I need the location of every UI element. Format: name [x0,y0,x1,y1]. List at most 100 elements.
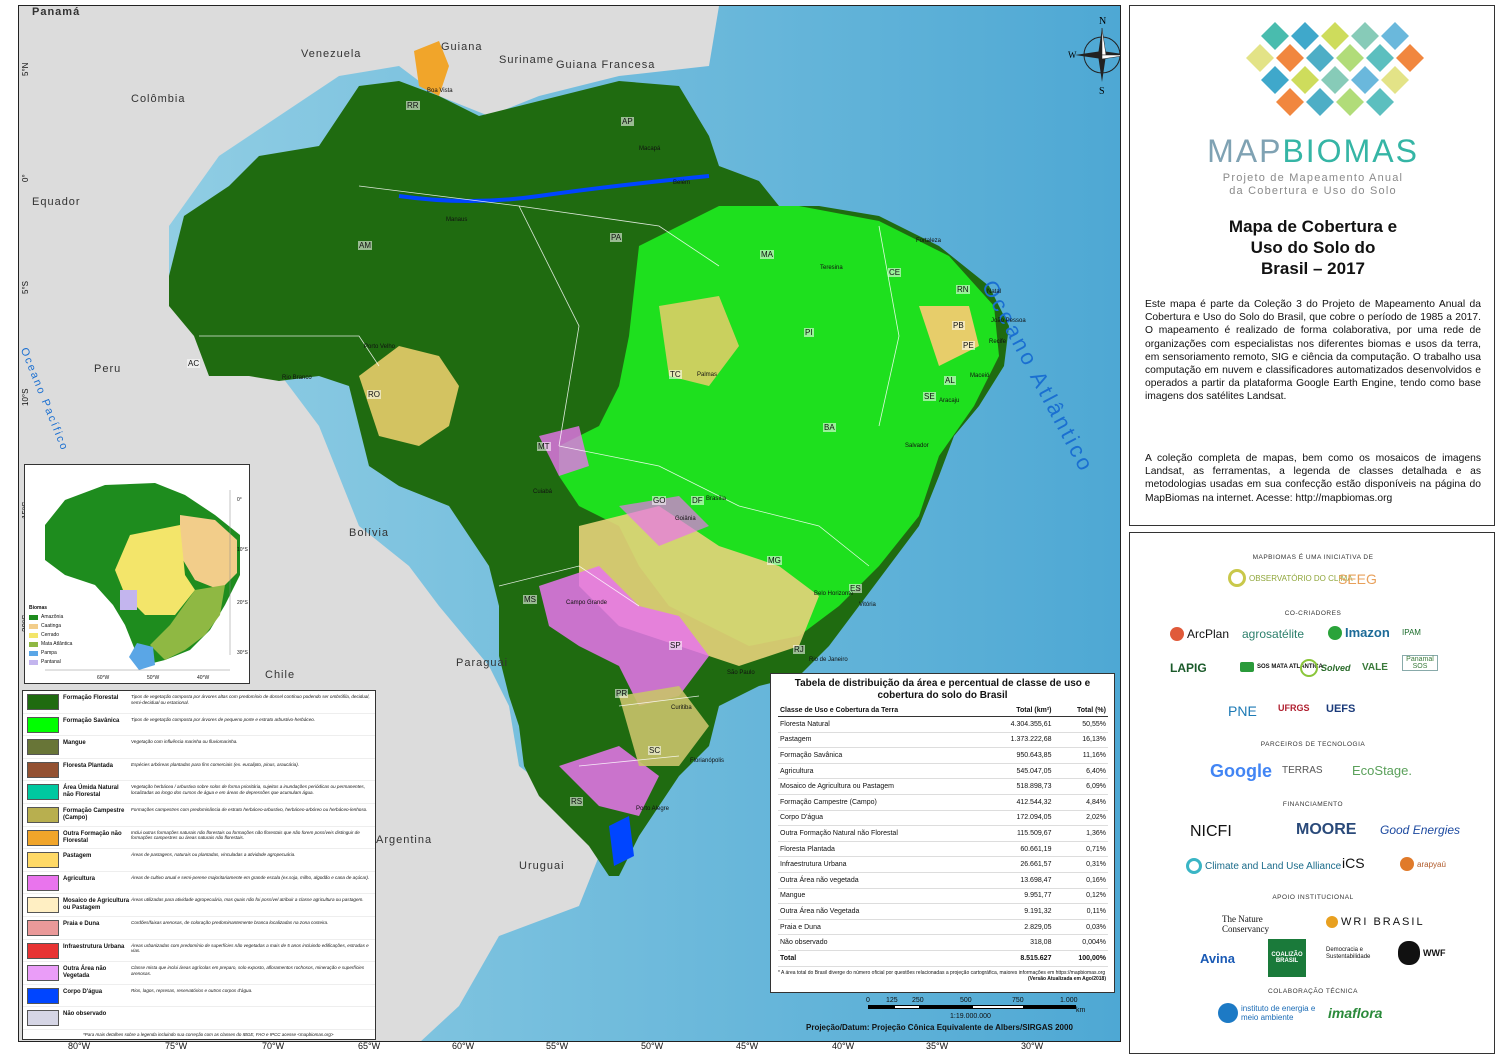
ipam-logo[interactable]: IPAM [1402,628,1421,637]
logo-diamond [1366,88,1394,116]
tnc-logo[interactable]: The Nature Conservancy [1222,914,1269,934]
state-label: AP [621,117,634,126]
inset-lon-label: 50°W [147,675,160,681]
coalizao-logo[interactable]: COALIZÃO BRASIL [1268,939,1306,977]
table-cell: Floresta Plantada [778,841,980,858]
col-header: Classe de Uso e Cobertura da Terra [778,705,980,717]
seeg-logo[interactable]: SEEG [1338,571,1377,587]
legend-class-description: Formações campestres com predominância d… [131,806,368,812]
compass-w: W [1068,50,1077,60]
state-label: AC [187,359,201,368]
legend-class-description: Classe mista que inclui áreas agrícolas … [131,965,365,976]
ecostage-logo[interactable]: EcoStage. [1352,763,1412,778]
vale-logo[interactable]: VALE [1362,662,1388,673]
section-title: COLABORAÇÃO TÉCNICA [1268,988,1358,995]
ics-logo[interactable]: iCS [1342,855,1365,871]
clua-logo[interactable]: Climate and Land Use Alliance [1186,858,1341,874]
table-cell: Outra Formação Natural não Florestal [778,825,980,842]
table-row: Outra Área não Vegetada 9.191,32 0,11% [778,903,1108,920]
observatorio-logo[interactable]: OBSERVATÓRIO DO CLIMA [1228,569,1353,587]
imaflora-logo[interactable]: imaflora [1328,1005,1383,1021]
table-cell: Outra Área não Vegetada [778,903,980,920]
solved-logo[interactable]: Solved [1300,659,1351,677]
wri-brasil-logo[interactable]: WRI BRASIL [1326,916,1425,928]
brand-name: MAPBIOMAS [1207,133,1419,169]
city-label: Brasília [706,496,727,502]
biomes-legend: Biomas Amazônia Caatinga Cerrado Mata At… [29,605,72,668]
iema-logo[interactable]: instituto de energia e meio ambiente [1218,1003,1328,1023]
country-label: Colômbia [131,93,186,105]
ids-logo[interactable]: Democracia e Sustentabilidade [1326,947,1371,960]
logo-diamond [1321,66,1349,94]
table-cell: 50,55% [1053,716,1108,733]
google-logo[interactable]: Google [1210,761,1272,781]
legend-item: Outra Formação não Florestal Inclui outra… [23,827,375,850]
uefs-logo[interactable]: UEFS [1326,703,1356,715]
scale-bar: 0 125 250 500 750 1.000 km 1:19.000.000 [862,997,1085,1023]
logo-diamond [1276,88,1304,116]
state-label: RN [956,285,970,294]
legend-item: Pastagem Áreas de pastagens, naturais ou … [23,849,375,872]
agriculture-area [539,566,709,706]
table-cell: 172.094,05 [979,810,1054,827]
legend-swatch [27,897,59,914]
good-energies-logo[interactable]: Good Energies [1380,823,1461,837]
logo-diamond [1291,22,1319,50]
city-label: Vitória [859,602,876,608]
legend-class-description: Cordões/faixas arenosas, de coloração pr… [131,919,329,925]
map-legend: Formação Florestal Tipos de vegetação com… [22,690,376,1040]
longitude-label: 40°W [832,1041,855,1051]
legend-swatch [27,919,59,936]
legend-class-description: Espécies arbóreas plantadas para fins co… [131,761,300,767]
compass-n: N [1099,16,1106,27]
lapig-logo[interactable]: LAPIG [1170,661,1207,675]
biome-caatinga [180,515,237,590]
moore-logo[interactable]: MOORE [1296,821,1357,838]
legend-item: Formação Florestal Tipos de vegetação com… [23,691,375,714]
agrosatelite-logo[interactable]: agrosatélite [1242,627,1305,641]
col-header: Total (%) [1053,705,1108,717]
city-label: Belém [673,180,691,186]
legend-item: Infraestrutura Urbana Áreas urbanizadas c… [23,940,375,963]
terras-logo[interactable]: TERRAS [1282,765,1323,776]
inset-lat-label: 30°S [237,650,248,656]
logo-diamond [1381,66,1409,94]
country-label: Argentina [376,834,433,846]
ufrgs-logo[interactable]: UFRGS [1278,703,1310,713]
city-label: Natal [987,289,1002,295]
state-label: MG [767,556,782,565]
sos-mata-logo[interactable]: SOS MATA ATLÂNTICA [1240,662,1323,672]
pantanal-sos-logo[interactable]: Panamal SOS [1402,655,1438,671]
country-label: Uruguai [519,860,565,872]
legend-class-name: Mangue [63,740,86,747]
table-version: (Versão Atualizada em Ago/2018) [1028,975,1106,982]
table-row: Pastagem 1.373.222,68 16,13% [778,732,1108,749]
legend-class-name: Formação Florestal [63,695,119,701]
arapyau-logo[interactable]: arapyaú [1400,857,1446,871]
table-cell: Infraestrutura Urbana [778,856,980,873]
avina-logo[interactable]: Avina [1200,951,1235,966]
longitude-label: 45°W [736,1041,759,1051]
compass-s: S [1099,86,1105,96]
table-row: Outra Formação Natural não Florestal 115.… [778,825,1108,842]
table-cell: Pastagem [778,732,980,749]
nicfi-logo[interactable]: NICFI [1190,823,1232,840]
state-label: PR [615,689,629,698]
section-title: MAPBIOMAS É UMA INICIATIVA DE [1252,554,1374,561]
imazon-logo[interactable]: Imazon [1328,625,1390,640]
table-row: Floresta Natural 4.304.355,61 50,55% [778,716,1108,733]
wwf-logo[interactable]: WWF [1398,941,1446,965]
arcplan-logo[interactable]: ArcPlan [1170,627,1229,641]
pne-logo[interactable]: PNE [1228,703,1257,719]
state-label: RJ [793,645,805,654]
legend-class-name: Praia e Duna [63,920,100,927]
table-row: Floresta Plantada 60.661,19 0,71% [778,841,1108,858]
latitude-label: 5°N [21,62,30,76]
logo-diamond [1306,44,1334,72]
biome-legend-item: Cerrado [29,632,72,638]
state-label: PA [610,233,623,242]
table-row: Infraestrutura Urbana 26.661,57 0,31% [778,856,1108,873]
description-paragraph: A coleção completa de mapas, bem como os… [1145,453,1481,504]
state-label: RO [367,390,381,399]
legend-item: Outra Área não Vegetada Classe mista que … [23,962,375,985]
